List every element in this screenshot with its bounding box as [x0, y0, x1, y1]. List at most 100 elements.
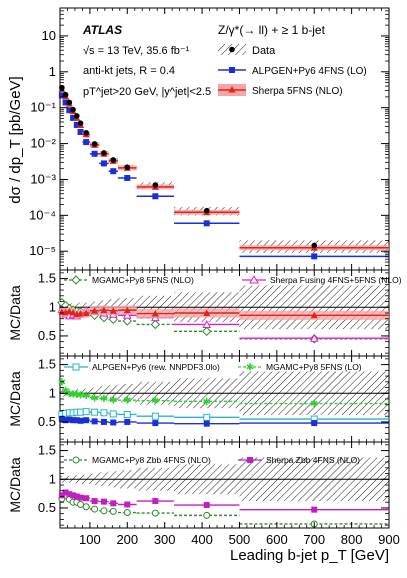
ratio-marker	[77, 310, 85, 317]
series-marker	[152, 193, 159, 200]
ratio-plots: ✱✱✱✱✱✱✱ ✱ ✱ ✱ ✱ ✱ ✱ ✱	[57, 285, 389, 528]
ratio-marker	[152, 498, 159, 505]
ratio-marker: ✱	[82, 391, 90, 402]
ratio-marker	[58, 492, 65, 499]
ratio-marker	[203, 511, 211, 519]
series-marker	[100, 160, 107, 167]
ratio-y-tick-label: 0.5	[38, 414, 56, 429]
series-marker	[58, 92, 65, 99]
ratio-marker	[123, 509, 131, 517]
ratio-marker	[122, 310, 132, 319]
legend-mgamc5-lo-label: MGAMC+Py8 5FNS (LO)	[266, 362, 362, 372]
series-marker	[83, 139, 90, 146]
ratio-marker	[77, 494, 84, 501]
y-tick-label: 10	[42, 28, 56, 43]
ratio-marker	[91, 418, 98, 425]
series-marker	[66, 107, 73, 114]
x-axis-title: Leading b-jet p_T [GeV]	[230, 547, 389, 564]
series-marker	[203, 220, 210, 227]
y-tick-label: 1	[49, 64, 56, 79]
ratio-y-tick-label: 1	[49, 385, 56, 400]
series-marker	[70, 114, 77, 121]
ratio-marker	[73, 417, 80, 424]
legend-data-label: Data	[252, 45, 276, 57]
ratio-marker: ✱	[90, 393, 98, 404]
y-tick-label: 10⁻⁵	[29, 243, 56, 258]
data-point	[62, 91, 69, 98]
series-marker	[62, 99, 69, 106]
ratio-marker	[66, 416, 73, 423]
ratio-marker	[100, 507, 108, 515]
y-tick-label: 10⁻⁴	[29, 207, 56, 222]
ratio-y-tick-label: 0.5	[38, 500, 56, 515]
ratio-marker	[109, 410, 117, 418]
ratio-marker	[124, 501, 131, 508]
data-point	[70, 106, 76, 113]
x-tick-label: 800	[341, 532, 363, 547]
data-point	[83, 129, 89, 136]
ratio-2-legend: ALPGEN+Py6 (rew. NNPDF3.0lo) ✱ MGAMC+Py8…	[64, 362, 362, 374]
ratio-marker	[62, 417, 69, 424]
axes: 100 200 300 400 500 600 700 800 900 10⁻⁵ 10⁻⁴ 10⁻³ 1…	[29, 7, 400, 547]
ratio-1-legend: MGAMC+Py8 5FNS (NLO) Sherpa Fusing 4FNS+…	[64, 274, 402, 285]
legend-alpgen-rew-label: ALPGEN+Py6 (rew. NNPDF3.0lo)	[92, 362, 220, 372]
legend-data-marker	[229, 46, 235, 53]
legend-sherpa-zbb-marker	[247, 457, 253, 463]
ratio-marker: ✱	[310, 399, 318, 410]
ratio-marker	[100, 418, 107, 425]
ratio-y-tick-label: 1.5	[38, 443, 56, 458]
ratio-marker	[110, 500, 117, 507]
ratio-marker	[203, 413, 211, 421]
ratio-marker	[152, 420, 159, 427]
ratio-marker	[150, 319, 161, 330]
data-point	[152, 182, 159, 188]
legend-sherpa-zbb-label: Sherpa Zbb 4FNS (NLO)	[266, 455, 360, 465]
ratio-y-tick-label: 1.5	[38, 357, 56, 372]
y-axis-title-ratio-1: MC/Data	[7, 285, 23, 340]
ratio-marker	[311, 420, 318, 427]
ratio-marker	[73, 493, 80, 500]
main-plot-area	[58, 84, 389, 260]
ratio-marker: ✱	[151, 396, 159, 407]
ratio-marker	[77, 417, 84, 424]
legend-sherpa-label: Sherpa 5FNS (NLO)	[252, 86, 343, 97]
ratio-marker	[124, 418, 131, 425]
series-marker	[124, 174, 131, 181]
legend-sherpa-fusing-label: Sherpa Fusing 4FNS+5FNS (NLO)	[270, 275, 402, 285]
x-tick-label: 400	[191, 532, 213, 547]
series-marker	[73, 121, 80, 128]
data-point	[110, 157, 117, 163]
ratio-marker	[151, 412, 159, 420]
ratio-marker	[123, 306, 131, 314]
ratio-marker	[109, 307, 117, 314]
ratio-marker	[58, 416, 65, 423]
legend-mgamc5-label: MGAMC+Py8 5FNS (NLO)	[92, 275, 194, 285]
x-tick-label: 200	[116, 532, 138, 547]
ratio-marker	[203, 309, 211, 316]
legend-sherpa-marker	[228, 86, 236, 93]
data-point	[203, 207, 210, 214]
ratio-marker: ✱	[109, 396, 117, 407]
ratio-marker	[100, 498, 107, 505]
series-marker	[311, 253, 318, 260]
x-tick-label: 600	[266, 532, 288, 547]
series-marker	[91, 150, 98, 157]
process-label: Z/γ*(→ ll) + ≥ 1 b-jet	[218, 23, 326, 37]
ratio-marker	[91, 307, 99, 314]
ratio-marker: ✱	[73, 390, 81, 401]
ratio-marker	[66, 491, 73, 498]
data-point	[77, 120, 84, 126]
y-axis-title-ratio-3: MC/Data	[7, 457, 23, 512]
ratio-marker	[202, 319, 212, 328]
ratio-marker	[203, 420, 210, 427]
legend-alpgen-label: ALPGEN+Py6 4FNS (LO)	[252, 66, 367, 77]
ratio-marker	[82, 309, 90, 316]
ratio-marker	[70, 492, 77, 499]
ratio-marker	[82, 503, 90, 511]
ratio-marker: ✱	[123, 396, 131, 407]
ratio-marker: ✱	[58, 377, 66, 388]
jet-cuts-label: pT^jet>20 GeV, |y^jet|<2.5	[83, 86, 211, 98]
ratio-marker	[202, 326, 212, 337]
ratio-marker: ✱	[100, 394, 108, 405]
